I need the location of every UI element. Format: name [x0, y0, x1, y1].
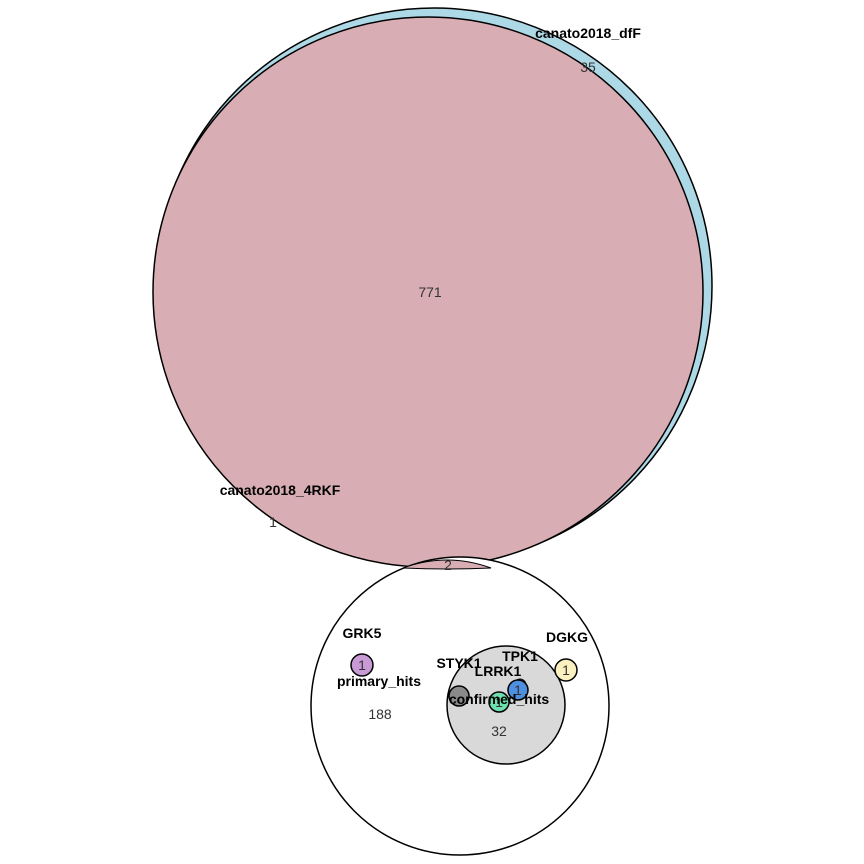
count-dff-rkf-overlap: 771 [418, 284, 442, 300]
label-grk5: GRK5 [343, 625, 382, 641]
count-grk5: 1 [358, 657, 366, 673]
set-grk5-circle [350, 653, 374, 677]
count-dgkg: 1 [562, 662, 570, 678]
count-rkf-primary-overlap: 2 [444, 557, 452, 573]
set-confirmed-inner-circle [488, 691, 510, 713]
count-confirmed-only: 32 [491, 723, 507, 739]
label-dff: canato2018_dfF [535, 25, 641, 41]
label-rkf: canato2018_4RKF [220, 482, 341, 498]
label-tpk1: TPK1 [502, 648, 538, 664]
label-primary: primary_hits [337, 673, 421, 689]
set-lrrk1-circle [507, 679, 529, 701]
label-styk1: STYK1 [436, 655, 481, 671]
count-lrrk1: 1 [514, 682, 522, 698]
count-dff-only: 35 [580, 59, 596, 75]
count-rkf-only: 1 [269, 514, 277, 530]
set-styk1-circle [448, 685, 470, 707]
label-lrrk1: LRRK1 [475, 663, 522, 679]
label-dgkg: DGKG [546, 629, 588, 645]
rkf-primary-overlap-region [402, 559, 492, 570]
label-confirmed: confirmed_hits [449, 691, 550, 707]
count-confirmed-inner: 1 [495, 694, 503, 710]
set-dgkg-circle [554, 658, 578, 682]
count-primary-only: 188 [368, 706, 392, 722]
